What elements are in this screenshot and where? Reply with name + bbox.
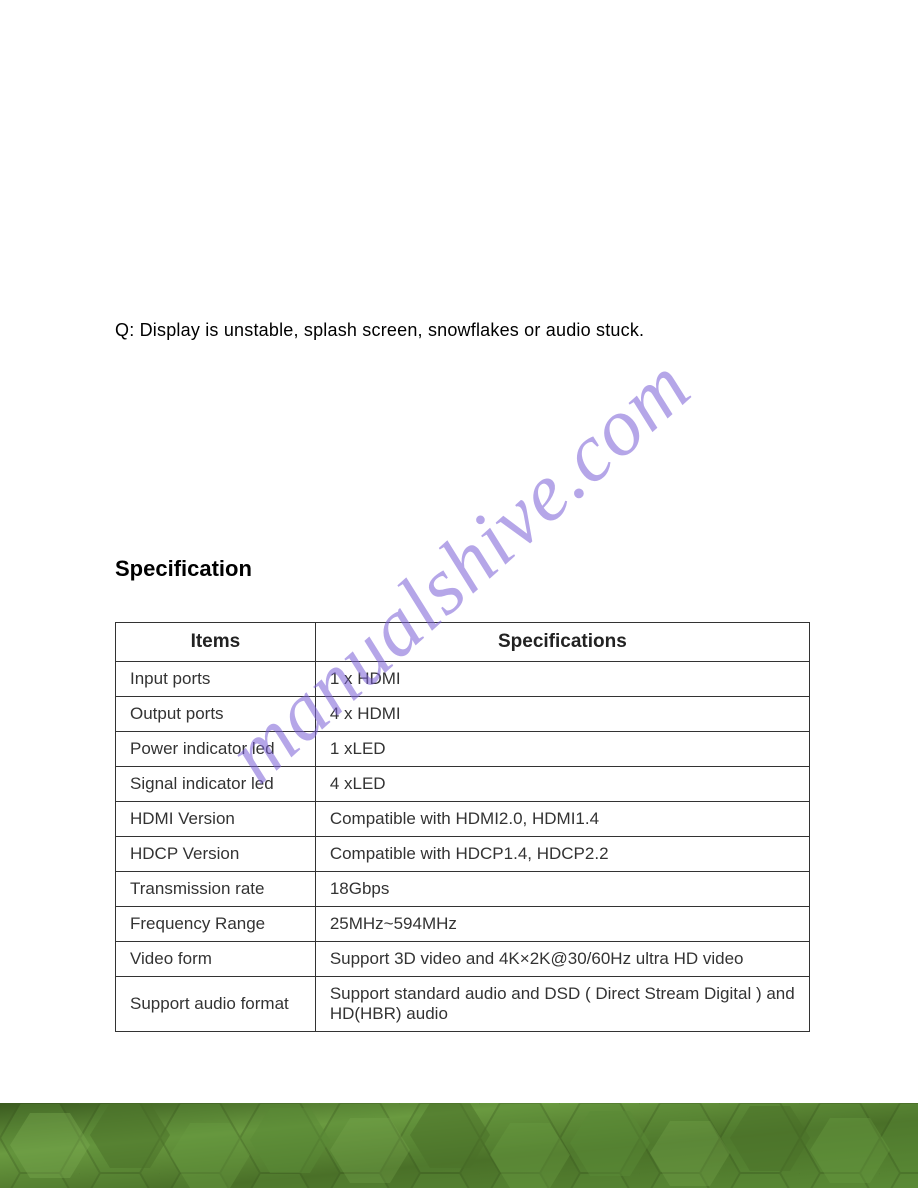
table-cell-spec: Compatible with HDCP1.4, HDCP2.2: [315, 837, 809, 872]
table-cell-item: Signal indicator led: [116, 767, 316, 802]
table-cell-item: Power indicator led: [116, 732, 316, 767]
table-row: Video form Support 3D video and 4K×2K@30…: [116, 942, 810, 977]
table-row: Signal indicator led 4 xLED: [116, 767, 810, 802]
table-header-specs: Specifications: [315, 623, 809, 662]
table-header-items: Items: [116, 623, 316, 662]
table-cell-spec: Support standard audio and DSD ( Direct …: [315, 977, 809, 1032]
table-cell-item: Transmission rate: [116, 872, 316, 907]
table-cell-item: Input ports: [116, 662, 316, 697]
table-cell-item: Frequency Range: [116, 907, 316, 942]
table-row: Support audio format Support standard au…: [116, 977, 810, 1032]
table-cell-spec: Compatible with HDMI2.0, HDMI1.4: [315, 802, 809, 837]
table-cell-spec: 18Gbps: [315, 872, 809, 907]
table-row: HDCP Version Compatible with HDCP1.4, HD…: [116, 837, 810, 872]
table-row: Power indicator led 1 xLED: [116, 732, 810, 767]
specification-table: Items Specifications Input ports 1 x HDM…: [115, 622, 810, 1032]
table-row: Frequency Range 25MHz~594MHz: [116, 907, 810, 942]
table-header-row: Items Specifications: [116, 623, 810, 662]
table-cell-item: Output ports: [116, 697, 316, 732]
table-row: HDMI Version Compatible with HDMI2.0, HD…: [116, 802, 810, 837]
specification-heading: Specification: [115, 556, 818, 582]
table-cell-spec: 1 x HDMI: [315, 662, 809, 697]
table-row: Output ports 4 x HDMI: [116, 697, 810, 732]
table-cell-spec: 4 x HDMI: [315, 697, 809, 732]
table-cell-spec: Support 3D video and 4K×2K@30/60Hz ultra…: [315, 942, 809, 977]
table-cell-item: HDMI Version: [116, 802, 316, 837]
table-cell-spec: 1 xLED: [315, 732, 809, 767]
page-content: Q: Display is unstable, splash screen, s…: [0, 0, 918, 1032]
table-cell-item: Support audio format: [116, 977, 316, 1032]
table-cell-item: Video form: [116, 942, 316, 977]
hexagon-pattern-icon: [0, 1103, 918, 1188]
table-cell-spec: 25MHz~594MHz: [315, 907, 809, 942]
table-cell-item: HDCP Version: [116, 837, 316, 872]
table-cell-spec: 4 xLED: [315, 767, 809, 802]
footer-decoration: [0, 1103, 918, 1188]
table-row: Transmission rate 18Gbps: [116, 872, 810, 907]
question-text: Q: Display is unstable, splash screen, s…: [115, 320, 818, 341]
table-row: Input ports 1 x HDMI: [116, 662, 810, 697]
